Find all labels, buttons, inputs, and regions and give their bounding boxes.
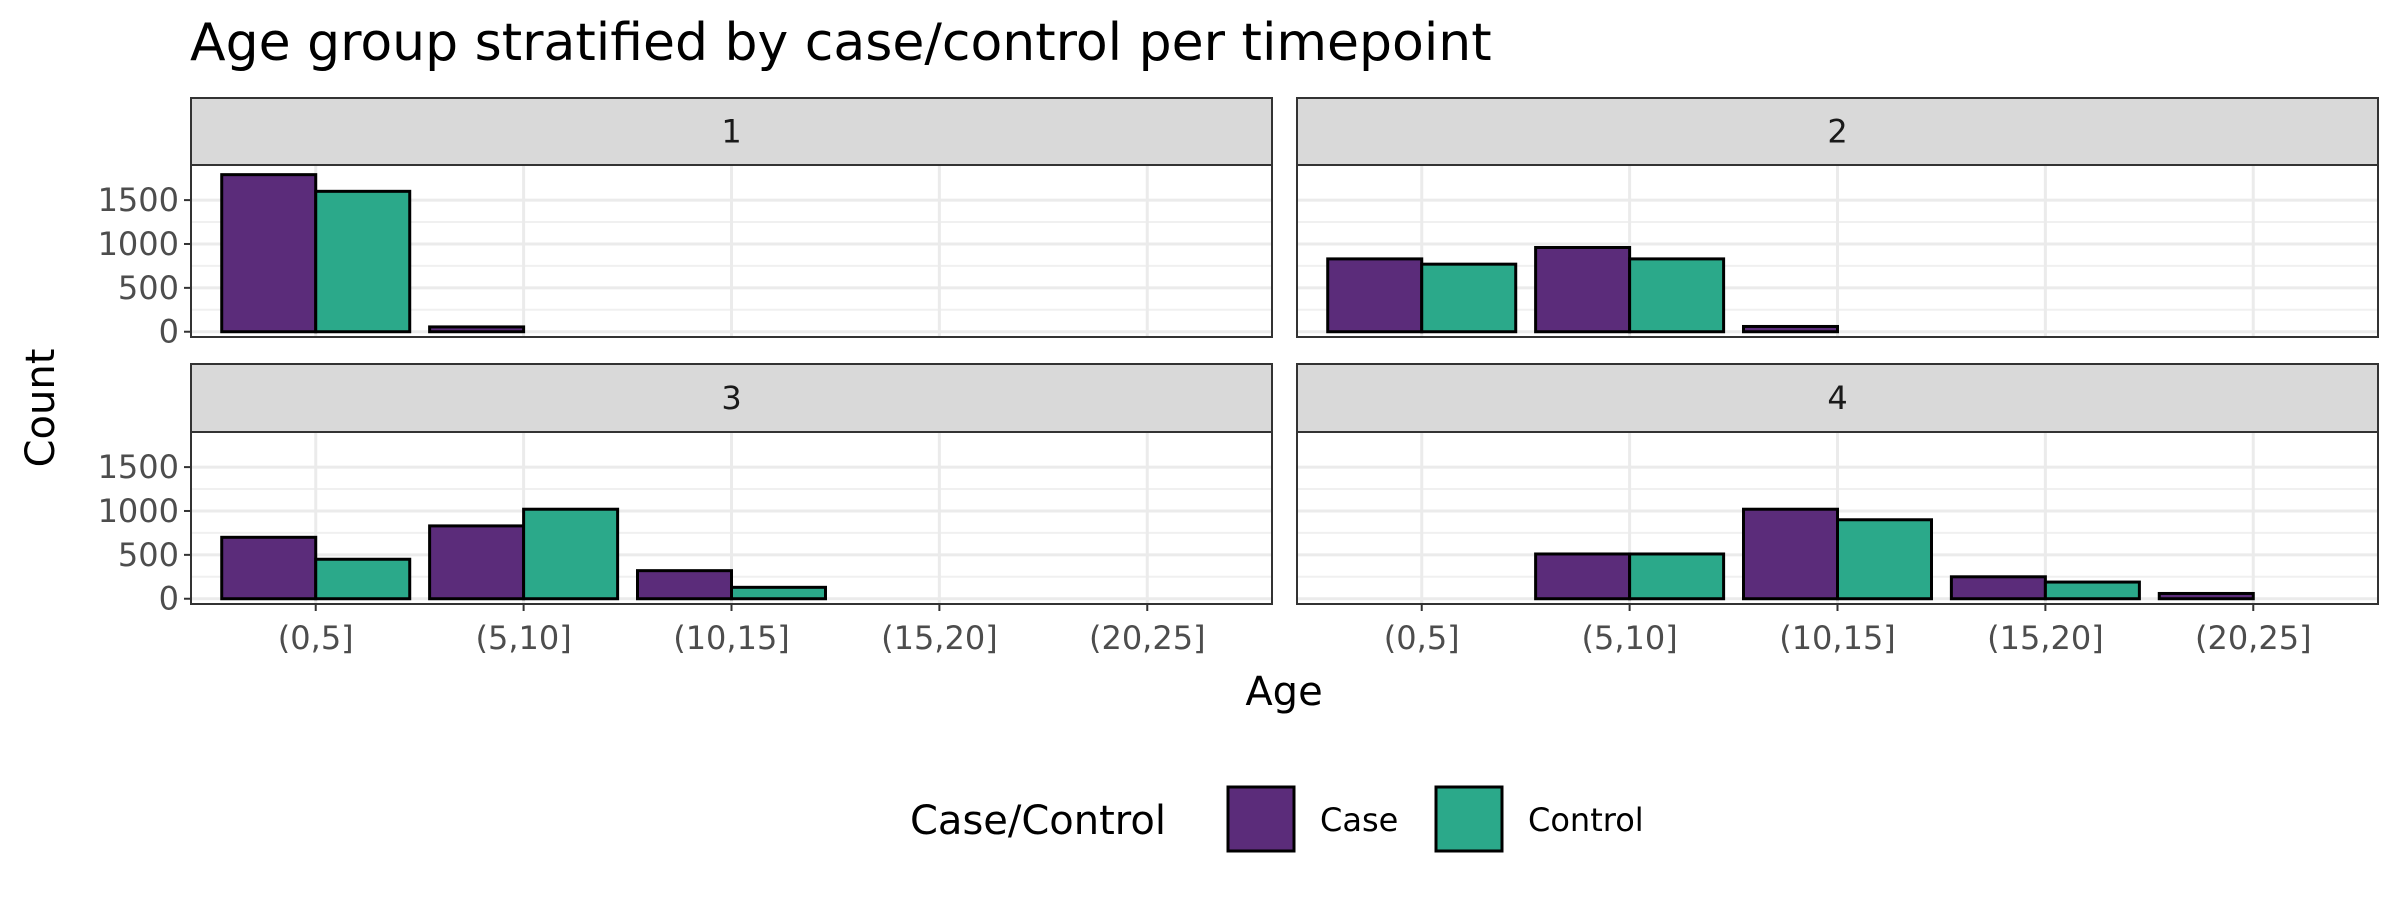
bar-case-0: [220, 535, 318, 601]
x-tick-label: (5,10]: [476, 619, 572, 657]
y-tick-label: 1000: [98, 225, 179, 263]
y-tick-label: 500: [118, 269, 179, 307]
bar-case-1: [428, 524, 526, 601]
bar-case-2: [636, 569, 733, 601]
panel-strip-label: 4: [1827, 379, 1847, 417]
panel-strip: [190, 97, 1273, 166]
x-tick-label: (10,15]: [1779, 619, 1896, 657]
legend-title: Case/Control: [910, 798, 1166, 844]
y-tick-label: 1500: [98, 181, 179, 219]
y-tick-label: 500: [118, 536, 179, 574]
x-tick-label: (0,5]: [1384, 619, 1460, 657]
bar-control-2: [1836, 518, 1933, 601]
panel-1: 1 0 500 1000 1500: [98, 97, 1273, 351]
panel-3: 3 0 500 1000 1500 (0,5] (5,10] (10,15] (15,20] (2…: [98, 363, 1273, 657]
bar-control-0: [314, 557, 412, 601]
y-tick-label: 0: [159, 313, 179, 351]
panel-strip-label: 2: [1827, 113, 1847, 151]
bar-control-0: [1420, 262, 1518, 334]
x-tick-label: (15,20]: [881, 619, 998, 657]
panel-strip-label: 3: [721, 379, 741, 417]
panel-2: 2: [1296, 97, 2379, 338]
legend-key-case: [1226, 785, 1296, 853]
x-tick-label: (20,25]: [1089, 619, 1206, 657]
x-tick-label: (5,10]: [1582, 619, 1678, 657]
bar-case-2: [1742, 324, 1839, 334]
legend-label-control: Control: [1528, 801, 1644, 839]
panel-4: 4 (0,5] (5,10] (10,15] (15,20] (20,25]: [1296, 363, 2379, 657]
x-tick-label: (0,5]: [278, 619, 354, 657]
panel-strip: [1296, 363, 2379, 433]
panel-border: [190, 164, 1273, 338]
bar-control-3: [2043, 580, 2141, 601]
bar-control-1: [522, 507, 620, 601]
bar-control-1: [1628, 257, 1726, 334]
bar-case-1: [1534, 552, 1632, 601]
panel-border: [1296, 164, 2379, 338]
y-tick-label: 1500: [98, 448, 179, 486]
x-tick-label: (20,25]: [2195, 619, 2312, 657]
bar-case-1: [1534, 245, 1632, 334]
bar-control-1: [1628, 552, 1726, 601]
legend: Case/Control Case Control: [910, 785, 1644, 853]
bar-case-0: [1326, 257, 1424, 334]
bar-case-2: [1742, 507, 1839, 601]
y-axis-title: Count: [18, 349, 64, 468]
x-axis-title: Age: [1245, 669, 1322, 715]
legend-label-case: Case: [1320, 801, 1398, 839]
y-tick-label: 1000: [98, 492, 179, 530]
y-tick-label: 0: [159, 580, 179, 618]
x-tick-label: (15,20]: [1987, 619, 2104, 657]
bar-case-3: [1949, 575, 2047, 601]
x-tick-label: (10,15]: [673, 619, 790, 657]
panel-strip-label: 1: [721, 113, 741, 151]
bar-case-0: [220, 173, 318, 334]
legend-key-control: [1434, 785, 1504, 853]
facet-panels: 1 0 500 1000 1500 2 3 0 500 1000 1500 (0,5] (5,10] (1…: [98, 97, 2379, 657]
bar-control-2: [730, 585, 827, 601]
bar-control-0: [314, 189, 412, 334]
chart-title: Age group stratified by case/control per…: [190, 13, 1492, 73]
panel-strip: [190, 363, 1273, 433]
bar-case-1: [428, 325, 526, 334]
bar-case-4: [2157, 591, 2255, 601]
